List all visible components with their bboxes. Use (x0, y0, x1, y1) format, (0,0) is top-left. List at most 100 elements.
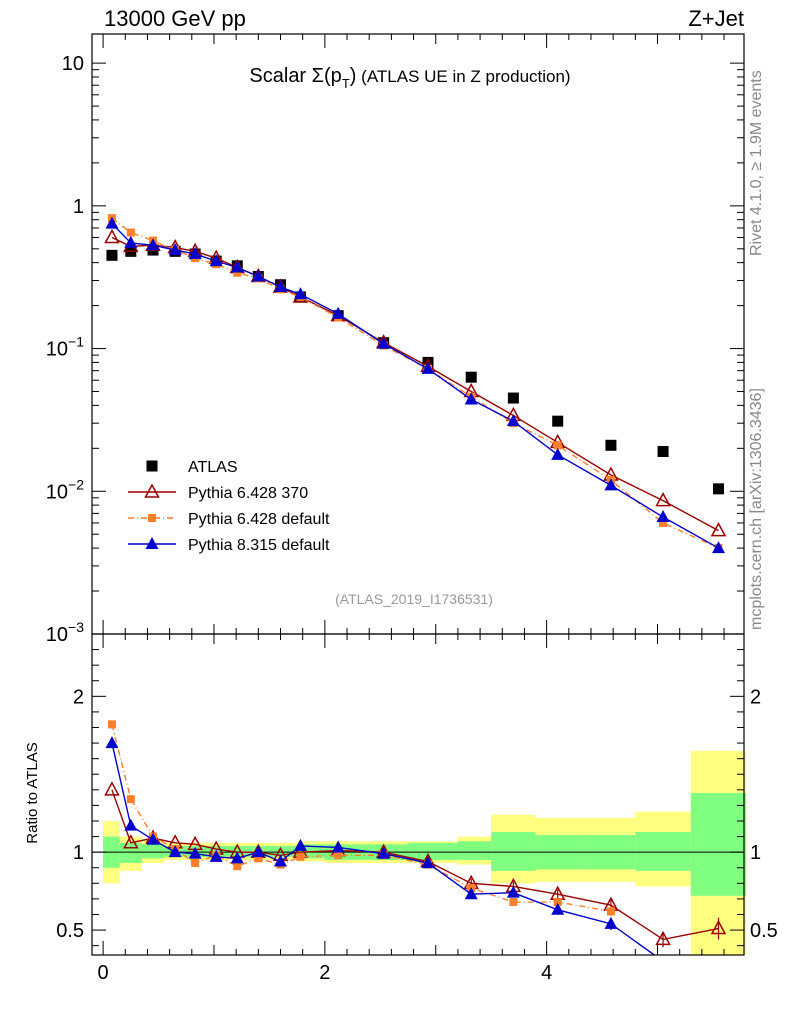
series-1-ratio-point (123, 834, 139, 849)
series-1-ratio-point (710, 919, 727, 935)
legend-marker (144, 483, 160, 498)
series-2-ratio-point (254, 854, 263, 863)
series-3-point (604, 478, 618, 491)
series-1-point (655, 492, 671, 507)
series-3-point (551, 447, 565, 460)
series-3-point (209, 254, 223, 267)
ratio-band-inner (141, 844, 165, 859)
legend: ATLAS Pythia 6.428 370 Pythia 6.428 defaul… (128, 459, 330, 554)
series-3-point (293, 287, 307, 300)
series-3-ratio-point (551, 902, 565, 915)
series-3-point (464, 392, 478, 405)
series-3-point (274, 280, 288, 293)
energy-label: 13000 GeV pp (104, 6, 246, 31)
legend-marker (148, 514, 156, 522)
series-2-ratio-point (107, 720, 116, 729)
series-1-ratio-point (655, 930, 671, 946)
series-2-ratio-point (606, 907, 615, 916)
series-0-point (507, 392, 519, 404)
ratio-tick-label-left: 0.5 (56, 920, 84, 942)
series-3-ratio-point (377, 846, 391, 859)
series-3-ratio-point (188, 846, 202, 859)
ratio-band-inner (119, 842, 142, 864)
y-tick-label: 10 (62, 53, 84, 75)
series-3-ratio-point (251, 845, 265, 858)
series-3-point (711, 541, 725, 554)
series-3-ratio-point (293, 838, 307, 851)
series-0-point (712, 483, 724, 495)
series-3-ratio-point (274, 854, 288, 867)
ratio-ylabel: Ratio to ATLAS (24, 742, 41, 843)
series-2-ratio-point (334, 851, 343, 860)
ratio-band-inner (252, 845, 275, 857)
series-2-ratio-point (296, 852, 305, 861)
ratio-band-inner (635, 831, 691, 871)
series-3-ratio-point (604, 916, 618, 929)
legend-label: Pythia 6.428 default (188, 511, 330, 528)
ratio-band-inner (457, 841, 492, 860)
legend-label: Pythia 6.428 370 (188, 485, 308, 502)
series-2-ratio-point (191, 859, 200, 868)
series-1-point (710, 522, 727, 537)
series-3-point (331, 306, 345, 319)
series-3-ratio-point (662, 954, 664, 955)
ratio-panel-frame (91, 633, 745, 956)
series-3-ratio-point (331, 840, 345, 853)
top-panel-series (104, 214, 727, 554)
series-3-ratio-point (124, 818, 138, 831)
ratio-band-inner (274, 845, 298, 857)
series-1-ratio-point (104, 781, 120, 796)
x-tick-label: 4 (541, 962, 552, 984)
series-3-ratio-point (506, 885, 520, 898)
series-3-ratio-point (209, 849, 223, 862)
series-3-point (230, 260, 244, 273)
y-tick-label: 10−2 (46, 476, 84, 503)
series-3-point (421, 361, 435, 374)
series-3-ratio-point (168, 845, 182, 858)
series-3-ratio-line (111, 742, 656, 955)
ratio-tick-label-right: 1 (750, 842, 761, 864)
legend-label: Pythia 8.315 default (188, 537, 330, 554)
ratio-uncertainty-bands (103, 750, 747, 955)
series-3-point (377, 336, 391, 349)
series-3-point (506, 414, 520, 427)
series-2-ratio-point (553, 898, 562, 907)
ratio-tick-label-right: 0.5 (750, 920, 778, 942)
series-layer (104, 214, 727, 955)
analysis-id: (ATLAS_2019_I1736531) (335, 591, 493, 607)
ratio-tick-label-left: 1 (73, 842, 84, 864)
series-0-point (605, 439, 617, 451)
series-3-point (251, 269, 265, 282)
ratio-band-inner (690, 792, 747, 896)
axes-layer: 10−3 10−2 10−1 1 10 0.5 0.5 1 1 2 2 0 2 4 (46, 33, 778, 984)
series-3-point (146, 238, 160, 251)
series-2-point (233, 268, 242, 277)
ratio-band-inner (408, 842, 458, 860)
series-2-ratio-point (126, 795, 135, 804)
ratio-band-inner (230, 845, 253, 857)
ratio-tick-label-right: 2 (750, 686, 761, 708)
process-label: Z+Jet (688, 6, 744, 31)
ratio-band-inner (491, 831, 536, 871)
series-2-ratio-point (509, 898, 518, 907)
series-3-ratio-point (421, 856, 435, 869)
series-2-point (126, 228, 135, 237)
x-tick-label: 2 (319, 962, 330, 984)
y-tick-label: 1 (73, 196, 84, 218)
legend-marker (146, 460, 158, 472)
series-1-point (104, 228, 120, 244)
series-2-point (659, 518, 668, 527)
x-tick-label: 0 (98, 962, 109, 984)
series-3-point (168, 243, 182, 256)
legend-label: ATLAS (188, 459, 238, 476)
ratio-panel-series (104, 720, 727, 955)
series-3-ratio-point (146, 832, 160, 845)
y-tick-label: 10−3 (46, 619, 84, 646)
series-3-ratio-point (230, 851, 244, 864)
series-3-point (124, 235, 138, 248)
series-3-point (656, 510, 670, 523)
series-0-point (465, 371, 477, 383)
series-2-ratio-point (233, 862, 242, 871)
ratio-tick-label-left: 2 (73, 686, 84, 708)
